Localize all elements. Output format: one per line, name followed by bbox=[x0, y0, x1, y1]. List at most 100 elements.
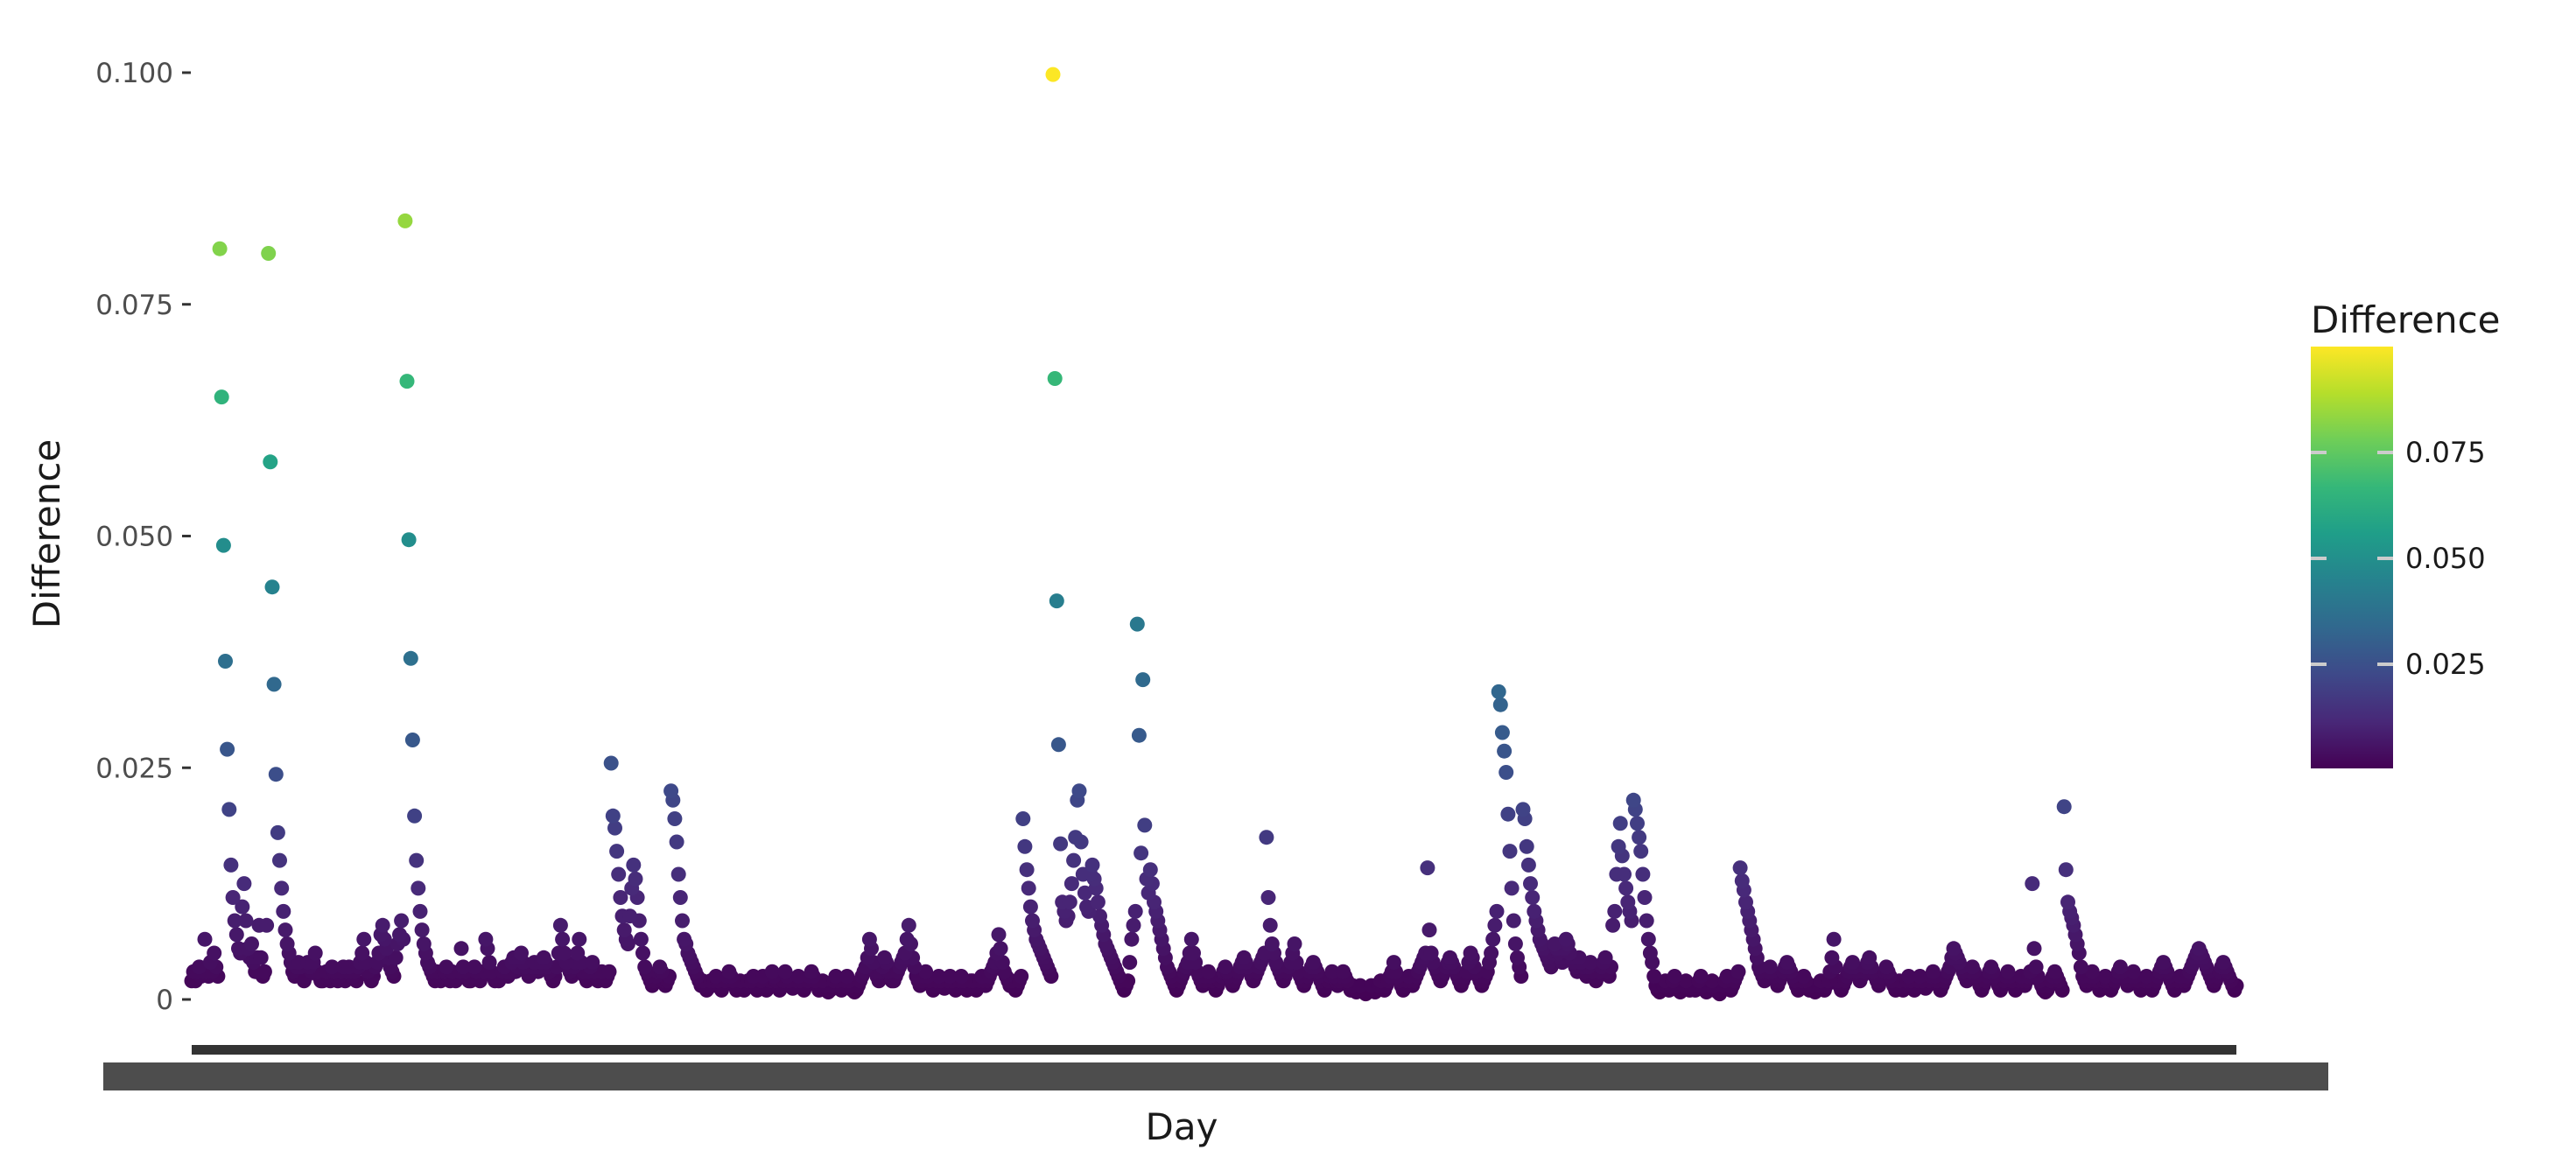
data-point bbox=[2058, 862, 2074, 878]
data-point bbox=[1491, 684, 1506, 699]
data-point bbox=[1607, 903, 1623, 919]
data-point bbox=[272, 852, 287, 868]
data-point bbox=[192, 959, 207, 975]
data-point bbox=[622, 908, 638, 924]
data-point bbox=[603, 755, 619, 771]
data-point bbox=[276, 903, 291, 919]
data-point bbox=[2084, 964, 2100, 979]
data-point bbox=[218, 654, 233, 669]
data-point bbox=[601, 964, 617, 979]
data-point bbox=[1525, 890, 1541, 905]
data-point bbox=[1484, 945, 1499, 961]
data-point bbox=[1633, 844, 1649, 859]
data-point bbox=[1142, 862, 1158, 878]
data-point bbox=[223, 857, 239, 873]
data-point bbox=[1071, 783, 1087, 799]
data-point bbox=[274, 880, 290, 896]
data-point bbox=[1421, 922, 1437, 938]
data-point bbox=[401, 532, 417, 548]
data-point bbox=[931, 969, 946, 984]
data-point bbox=[2125, 964, 2141, 979]
data-point bbox=[268, 767, 284, 782]
data-point bbox=[861, 931, 877, 947]
data-point bbox=[1423, 945, 1439, 961]
data-point bbox=[1494, 725, 1510, 740]
data-point bbox=[2156, 955, 2172, 971]
data-point bbox=[1442, 950, 1457, 965]
data-point bbox=[1547, 936, 1562, 951]
data-point bbox=[277, 922, 293, 938]
data-point bbox=[324, 959, 340, 975]
data-point bbox=[1625, 792, 1641, 808]
data-point bbox=[1646, 969, 1662, 984]
data-point bbox=[1523, 876, 1538, 892]
data-point bbox=[2073, 959, 2088, 975]
data-point bbox=[1730, 964, 1746, 979]
y-axis-title: Difference bbox=[25, 439, 68, 629]
data-point bbox=[635, 945, 650, 961]
y-axis: 0 0.025 0.050 0.075 0.100 bbox=[95, 58, 191, 1016]
data-point bbox=[1637, 890, 1653, 905]
data-point bbox=[1732, 860, 1748, 876]
data-point bbox=[1612, 816, 1628, 831]
data-point bbox=[1324, 964, 1340, 979]
x-axis-tick-labels-overplotted-right bbox=[2188, 1062, 2328, 1090]
data-point bbox=[616, 922, 632, 938]
data-point bbox=[238, 913, 254, 929]
data-point bbox=[256, 964, 272, 979]
data-point bbox=[244, 936, 259, 951]
data-point bbox=[1066, 852, 1082, 868]
y-tick-label: 0.025 bbox=[95, 753, 173, 784]
data-point bbox=[669, 834, 684, 850]
data-point bbox=[1019, 862, 1035, 878]
data-point bbox=[1084, 857, 1100, 873]
data-point bbox=[1135, 672, 1151, 688]
data-point bbox=[1025, 913, 1040, 929]
data-point bbox=[1124, 931, 1140, 947]
data-point bbox=[1983, 959, 1999, 975]
data-point bbox=[1630, 816, 1645, 831]
data-point bbox=[557, 945, 572, 961]
y-tick-label: 0 bbox=[156, 985, 173, 1016]
data-point bbox=[2000, 964, 2016, 979]
data-point bbox=[611, 866, 627, 882]
data-point bbox=[266, 677, 282, 692]
data-point bbox=[1611, 838, 1626, 854]
data-point bbox=[585, 955, 600, 971]
y-tick-label: 0.050 bbox=[95, 522, 173, 553]
data-point bbox=[1236, 950, 1252, 965]
data-point bbox=[572, 931, 587, 947]
data-point bbox=[993, 941, 1008, 957]
data-point bbox=[404, 733, 420, 747]
data-point bbox=[1262, 917, 1278, 933]
data-point bbox=[1583, 955, 1598, 971]
data-point bbox=[1077, 885, 1092, 901]
data-point bbox=[1047, 371, 1063, 386]
data-point bbox=[439, 959, 454, 975]
data-point bbox=[613, 890, 628, 905]
data-point bbox=[1201, 964, 1217, 979]
data-point bbox=[1499, 765, 1514, 780]
data-point bbox=[1497, 743, 1513, 759]
data-point bbox=[536, 950, 551, 965]
data-point bbox=[279, 936, 295, 951]
data-point bbox=[1558, 931, 1574, 947]
data-point bbox=[1734, 873, 1750, 888]
data-point bbox=[207, 945, 222, 961]
data-point bbox=[455, 959, 471, 975]
data-point bbox=[1017, 838, 1033, 854]
data-point bbox=[253, 950, 269, 965]
data-point bbox=[375, 917, 390, 933]
x-axis-tick-labels-overplotted-left bbox=[103, 1062, 235, 1090]
data-point bbox=[1259, 830, 1274, 845]
data-point bbox=[637, 959, 653, 975]
data-point bbox=[607, 820, 622, 836]
data-point bbox=[1260, 890, 1276, 905]
data-point bbox=[1640, 931, 1656, 947]
data-point bbox=[1826, 931, 1842, 947]
data-point bbox=[197, 931, 213, 947]
data-point bbox=[1913, 969, 1927, 984]
data-point bbox=[663, 783, 679, 799]
data-point bbox=[2060, 894, 2075, 910]
data-point bbox=[1964, 959, 1980, 975]
